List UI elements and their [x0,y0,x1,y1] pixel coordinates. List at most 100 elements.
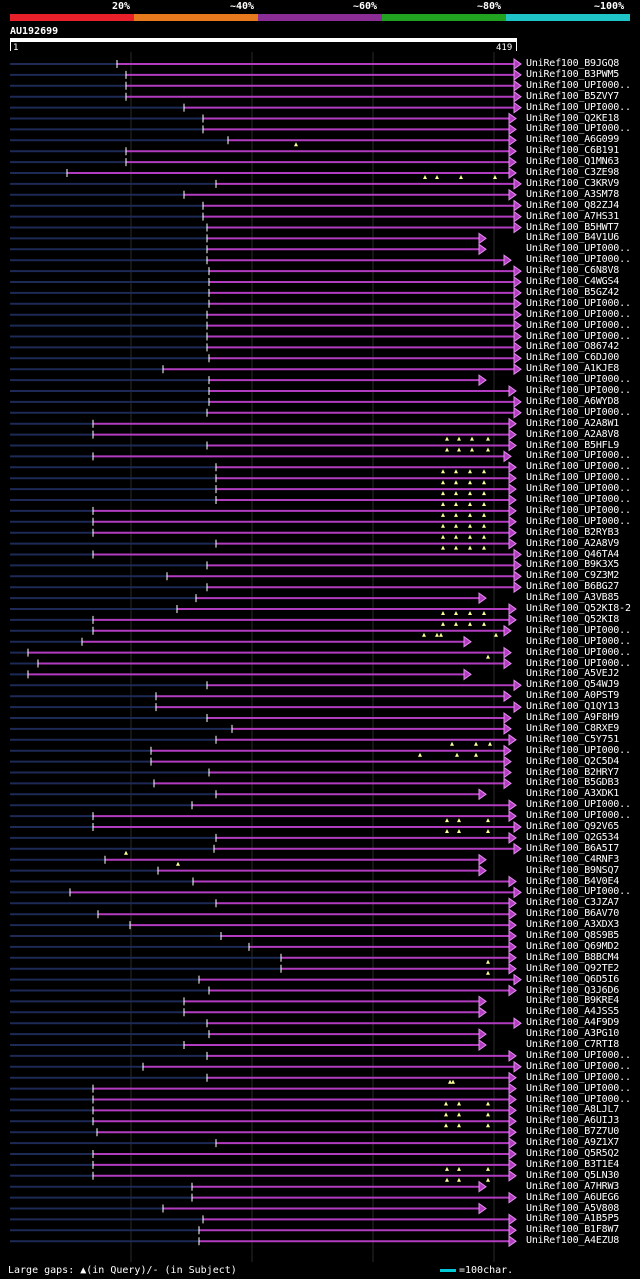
hit-label[interactable]: UniRef100_O86742 [526,341,620,353]
hit-label[interactable]: UniRef100_Q46TA4 [526,548,620,560]
hit-label[interactable]: UniRef100_B4V0E4 [526,875,620,887]
hit-label[interactable]: UniRef100_B2RYB3 [526,526,620,538]
hit-label[interactable]: UniRef100_Q54WJ9 [526,679,620,691]
hit-label[interactable]: UniRef100_A4JSS5 [526,1006,620,1018]
hit-label[interactable]: UniRef100_UPI000.. [526,308,631,320]
hit-label[interactable]: UniRef100_Q52KI8-2 [526,603,631,614]
hit-label[interactable]: UniRef100_B4V1U6 [526,232,620,244]
hit-label[interactable]: UniRef100_A2A8V9 [526,537,620,549]
hit-label[interactable]: UniRef100_Q52KI8 [526,613,620,625]
hit-label[interactable]: UniRef100_Q92V65 [526,821,620,832]
hit-label[interactable]: UniRef100_Q92TE2 [526,962,620,974]
hit-label[interactable]: UniRef100_B1F8W7 [526,1224,620,1236]
hit-label[interactable]: UniRef100_B9K3X5 [526,559,620,571]
hit-label[interactable]: UniRef100_UPI000.. [526,799,631,811]
hit-label[interactable]: UniRef100_A4F9D9 [526,1017,620,1029]
hit-label[interactable]: UniRef100_Q69MD2 [526,940,620,952]
hit-label[interactable]: UniRef100_UPI000.. [526,297,631,309]
hit-label[interactable]: UniRef100_UPI000.. [526,515,631,527]
hit-label[interactable]: UniRef100_UPI000.. [526,483,631,495]
hit-label[interactable]: UniRef100_A3XDK1 [526,788,620,800]
hit-label[interactable]: UniRef100_C6N8V8 [526,265,620,277]
hit-label[interactable]: UniRef100_C6B191 [526,145,620,157]
hit-label[interactable]: UniRef100_Q2C5D4 [526,755,620,767]
hit-label[interactable]: UniRef100_UPI000.. [526,254,631,266]
hit-label[interactable]: UniRef100_A6UIJ3 [526,1115,620,1127]
hit-label[interactable]: UniRef100_B5HWT7 [526,221,620,233]
hit-label[interactable]: UniRef100_A5VEJ2 [526,668,620,680]
hit-label[interactable]: UniRef100_Q8S9B5 [526,930,620,941]
hit-label[interactable]: UniRef100_A6G099 [526,134,620,146]
hit-label[interactable]: UniRef100_A0PST9 [526,690,620,702]
hit-label[interactable]: UniRef100_C8RXE9 [526,722,620,734]
hit-label[interactable]: UniRef100_C5Y751 [526,733,620,745]
hit-label[interactable]: UniRef100_A3SM78 [526,188,620,200]
hit-label[interactable]: UniRef100_C9Z3M2 [526,570,620,582]
hit-label[interactable]: UniRef100_Q82ZJ4 [526,199,620,211]
hit-label[interactable]: UniRef100_A1B5P5 [526,1213,620,1225]
hit-label[interactable]: UniRef100_UPI000.. [526,886,631,898]
hit-label[interactable]: UniRef100_UPI000.. [526,1093,631,1105]
hit-label[interactable]: UniRef100_UPI000.. [526,624,631,636]
hit-label[interactable]: UniRef100_UPI000.. [526,330,631,342]
hit-label[interactable]: UniRef100_UPI000.. [526,243,631,255]
hit-label[interactable]: UniRef100_A9F8H9 [526,712,620,723]
hit-label[interactable]: UniRef100_UPI000.. [526,461,631,473]
hit-label[interactable]: UniRef100_B5GZ42 [526,286,620,298]
hit-label[interactable]: UniRef100_Q3J6D6 [526,984,620,996]
hit-label[interactable]: UniRef100_A8LJL7 [526,1104,620,1116]
hit-label[interactable]: UniRef100_C7RTI8 [526,1039,620,1050]
hit-label[interactable]: UniRef100_B8BCM4 [526,951,620,963]
hit-label[interactable]: UniRef100_UPI000.. [526,406,631,418]
hit-label[interactable]: UniRef100_B5HFL9 [526,439,620,451]
hit-label[interactable]: UniRef100_C4WGS4 [526,276,620,287]
hit-label[interactable]: UniRef100_C6DJ00 [526,352,620,364]
hit-label[interactable]: UniRef100_A1KJE8 [526,363,620,375]
hit-label[interactable]: UniRef100_UPI000.. [526,810,631,822]
hit-label[interactable]: UniRef100_UPI000.. [526,1082,631,1094]
hit-label[interactable]: UniRef100_UPI000.. [526,1049,631,1061]
hit-label[interactable]: UniRef100_A5V808 [526,1202,620,1214]
hit-label[interactable]: UniRef100_A9Z1X7 [526,1137,620,1149]
hit-label[interactable]: UniRef100_UPI000.. [526,646,631,658]
hit-label[interactable]: UniRef100_B6BG27 [526,581,620,593]
hit-label[interactable]: UniRef100_A7HS31 [526,210,620,222]
hit-label[interactable]: UniRef100_B6AV70 [526,908,620,920]
hit-label[interactable]: UniRef100_C3KRV9 [526,177,620,189]
hit-label[interactable]: UniRef100_UPI000.. [526,744,631,756]
hit-label[interactable]: UniRef100_B9NSQ7 [526,864,620,876]
hit-label[interactable]: UniRef100_A4EZU8 [526,1235,620,1247]
hit-label[interactable]: UniRef100_Q6D5I6 [526,973,620,985]
hit-label[interactable]: UniRef100_B3PWM5 [526,68,620,80]
hit-label[interactable]: UniRef100_UPI000.. [526,494,631,505]
hit-label[interactable]: UniRef100_A3VB85 [526,592,620,604]
hit-label[interactable]: UniRef100_Q1MN63 [526,156,620,168]
hit-label[interactable]: UniRef100_A6WYD8 [526,395,620,407]
hit-label[interactable]: UniRef100_UPI000.. [526,472,631,484]
hit-label[interactable]: UniRef100_B9KRE4 [526,995,620,1007]
hit-label[interactable]: UniRef100_B2HRY7 [526,766,620,778]
hit-label[interactable]: UniRef100_C3JZA7 [526,897,620,909]
hit-label[interactable]: UniRef100_UPI000.. [526,1071,631,1083]
hit-label[interactable]: UniRef100_Q5R5Q2 [526,1148,620,1159]
hit-label[interactable]: UniRef100_UPI000.. [526,450,631,462]
hit-label[interactable]: UniRef100_B3T1E4 [526,1158,620,1170]
hit-label[interactable]: UniRef100_A2A8W1 [526,417,620,429]
hit-label[interactable]: UniRef100_UPI000.. [526,657,631,669]
hit-label[interactable]: UniRef100_Q5LN30 [526,1169,620,1181]
hit-label[interactable]: UniRef100_B5ZVY7 [526,90,620,102]
hit-label[interactable]: UniRef100_UPI000.. [526,374,631,386]
hit-label[interactable]: UniRef100_C3ZE98 [526,167,620,178]
hit-label[interactable]: UniRef100_Q2G534 [526,831,620,843]
hit-label[interactable]: UniRef100_Q2KE18 [526,112,620,124]
hit-label[interactable]: UniRef100_A7HRW3 [526,1180,620,1192]
hit-label[interactable]: UniRef100_B5GDB3 [526,777,620,789]
hit-label[interactable]: UniRef100_B7Z7U0 [526,1126,620,1138]
hit-label[interactable]: UniRef100_UPI000.. [526,123,631,135]
hit-label[interactable]: UniRef100_UPI000.. [526,101,631,113]
hit-label[interactable]: UniRef100_UPI000.. [526,319,631,331]
hit-label[interactable]: UniRef100_A3XDX3 [526,919,620,931]
hit-label[interactable]: UniRef100_B9JGQ8 [526,58,620,69]
hit-label[interactable]: UniRef100_UPI000.. [526,385,631,396]
hit-label[interactable]: UniRef100_UPI000.. [526,635,631,647]
